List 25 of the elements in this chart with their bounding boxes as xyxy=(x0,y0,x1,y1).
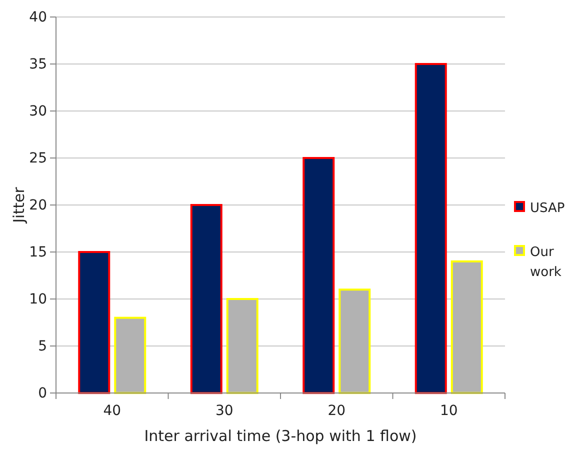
legend-label: Our work xyxy=(530,245,562,280)
bar xyxy=(190,204,222,394)
x-tick-label: 20 xyxy=(328,403,346,419)
y-tick-label: 10 xyxy=(29,291,47,308)
legend-label: USAP xyxy=(530,201,565,216)
bar xyxy=(114,316,146,394)
y-axis-title: Jitter xyxy=(10,186,28,224)
y-tick-label: 40 xyxy=(29,9,47,26)
y-tick-label: 30 xyxy=(29,103,47,120)
bar xyxy=(414,63,447,394)
bar xyxy=(338,288,371,394)
y-tick-label: 0 xyxy=(38,385,47,402)
y-tick-label: 5 xyxy=(38,338,47,354)
bar xyxy=(78,251,110,394)
y-tick-label: 35 xyxy=(29,56,47,72)
bar xyxy=(450,260,483,394)
x-tick-label: 10 xyxy=(440,403,458,419)
y-tick-label: 25 xyxy=(29,150,47,166)
y-tick-label: 15 xyxy=(29,244,47,260)
x-tick-label: 30 xyxy=(215,403,234,419)
x-tick-label: 40 xyxy=(103,403,122,419)
bar xyxy=(226,298,258,394)
y-tick-label: 20 xyxy=(29,197,47,214)
x-axis-title: Inter arrival time (3-hop with 1 flow) xyxy=(144,427,417,445)
bar xyxy=(302,157,335,394)
